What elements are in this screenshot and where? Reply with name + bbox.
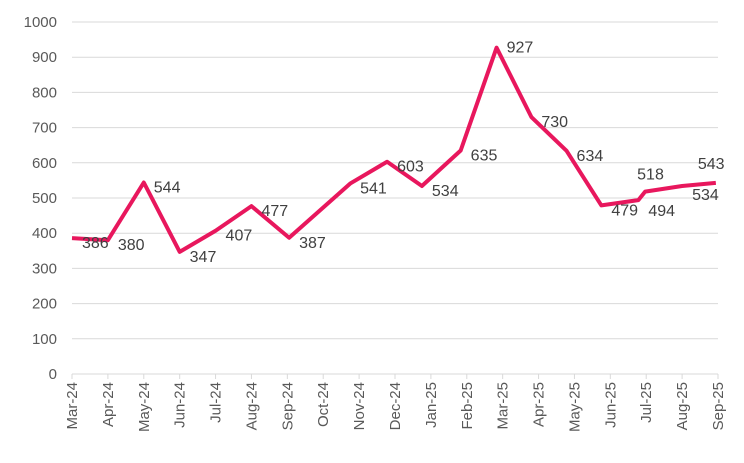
x-tick-label: Oct-24 <box>315 382 332 427</box>
data-label: 534 <box>692 187 719 204</box>
x-tick-label: Mar-24 <box>64 382 81 430</box>
data-label: 387 <box>299 235 326 252</box>
x-tick-label: Jul-25 <box>638 382 655 423</box>
x-tick-label: Feb-25 <box>459 382 476 430</box>
data-label: 543 <box>698 156 725 173</box>
y-tick-label: 400 <box>32 225 57 242</box>
data-label: 407 <box>226 228 253 245</box>
x-tick-label: Nov-24 <box>351 382 368 430</box>
x-tick-label: Jul-24 <box>208 382 225 423</box>
y-tick-label: 600 <box>32 155 57 172</box>
x-tick-label: Aug-24 <box>243 382 260 430</box>
x-tick-label: Jan-25 <box>423 382 440 428</box>
data-label: 603 <box>397 159 424 176</box>
data-label: 380 <box>118 237 145 254</box>
x-tick-label: May-25 <box>566 382 583 432</box>
data-label: 518 <box>637 167 664 184</box>
data-label: 541 <box>360 181 387 198</box>
data-label: 477 <box>261 203 288 220</box>
x-tick-label: Apr-24 <box>100 382 117 427</box>
x-tick-label: Apr-25 <box>531 382 548 427</box>
data-label: 730 <box>541 114 568 131</box>
x-tick-label: Aug-25 <box>674 382 691 430</box>
x-tick-label: Mar-25 <box>495 382 512 430</box>
x-tick-label: May-24 <box>136 382 153 432</box>
y-tick-label: 900 <box>32 49 57 66</box>
series-line <box>71 45 717 254</box>
data-label: 494 <box>648 203 675 220</box>
y-tick-label: 1000 <box>24 14 57 31</box>
data-label: 634 <box>577 148 604 165</box>
data-label: 534 <box>432 183 459 200</box>
x-tick-label: Sep-24 <box>279 382 296 430</box>
x-tick-label: Jun-25 <box>602 382 619 428</box>
y-tick-label: 200 <box>32 296 57 313</box>
y-tick-label: 0 <box>49 366 57 383</box>
data-label: 386 <box>82 235 109 252</box>
data-label: 479 <box>611 202 638 219</box>
y-tick-label: 800 <box>32 84 57 101</box>
data-label: 927 <box>507 40 534 57</box>
y-tick-label: 500 <box>32 190 57 207</box>
x-tick-label: Jun-24 <box>172 382 189 428</box>
y-tick-label: 700 <box>32 120 57 137</box>
y-tick-label: 100 <box>32 331 57 348</box>
x-tick-label: Sep-25 <box>710 382 727 430</box>
data-label: 347 <box>190 249 217 266</box>
data-label: 635 <box>471 147 498 164</box>
x-tick-label: Dec-24 <box>387 382 404 430</box>
y-tick-label: 300 <box>32 260 57 277</box>
data-label: 544 <box>154 180 181 197</box>
